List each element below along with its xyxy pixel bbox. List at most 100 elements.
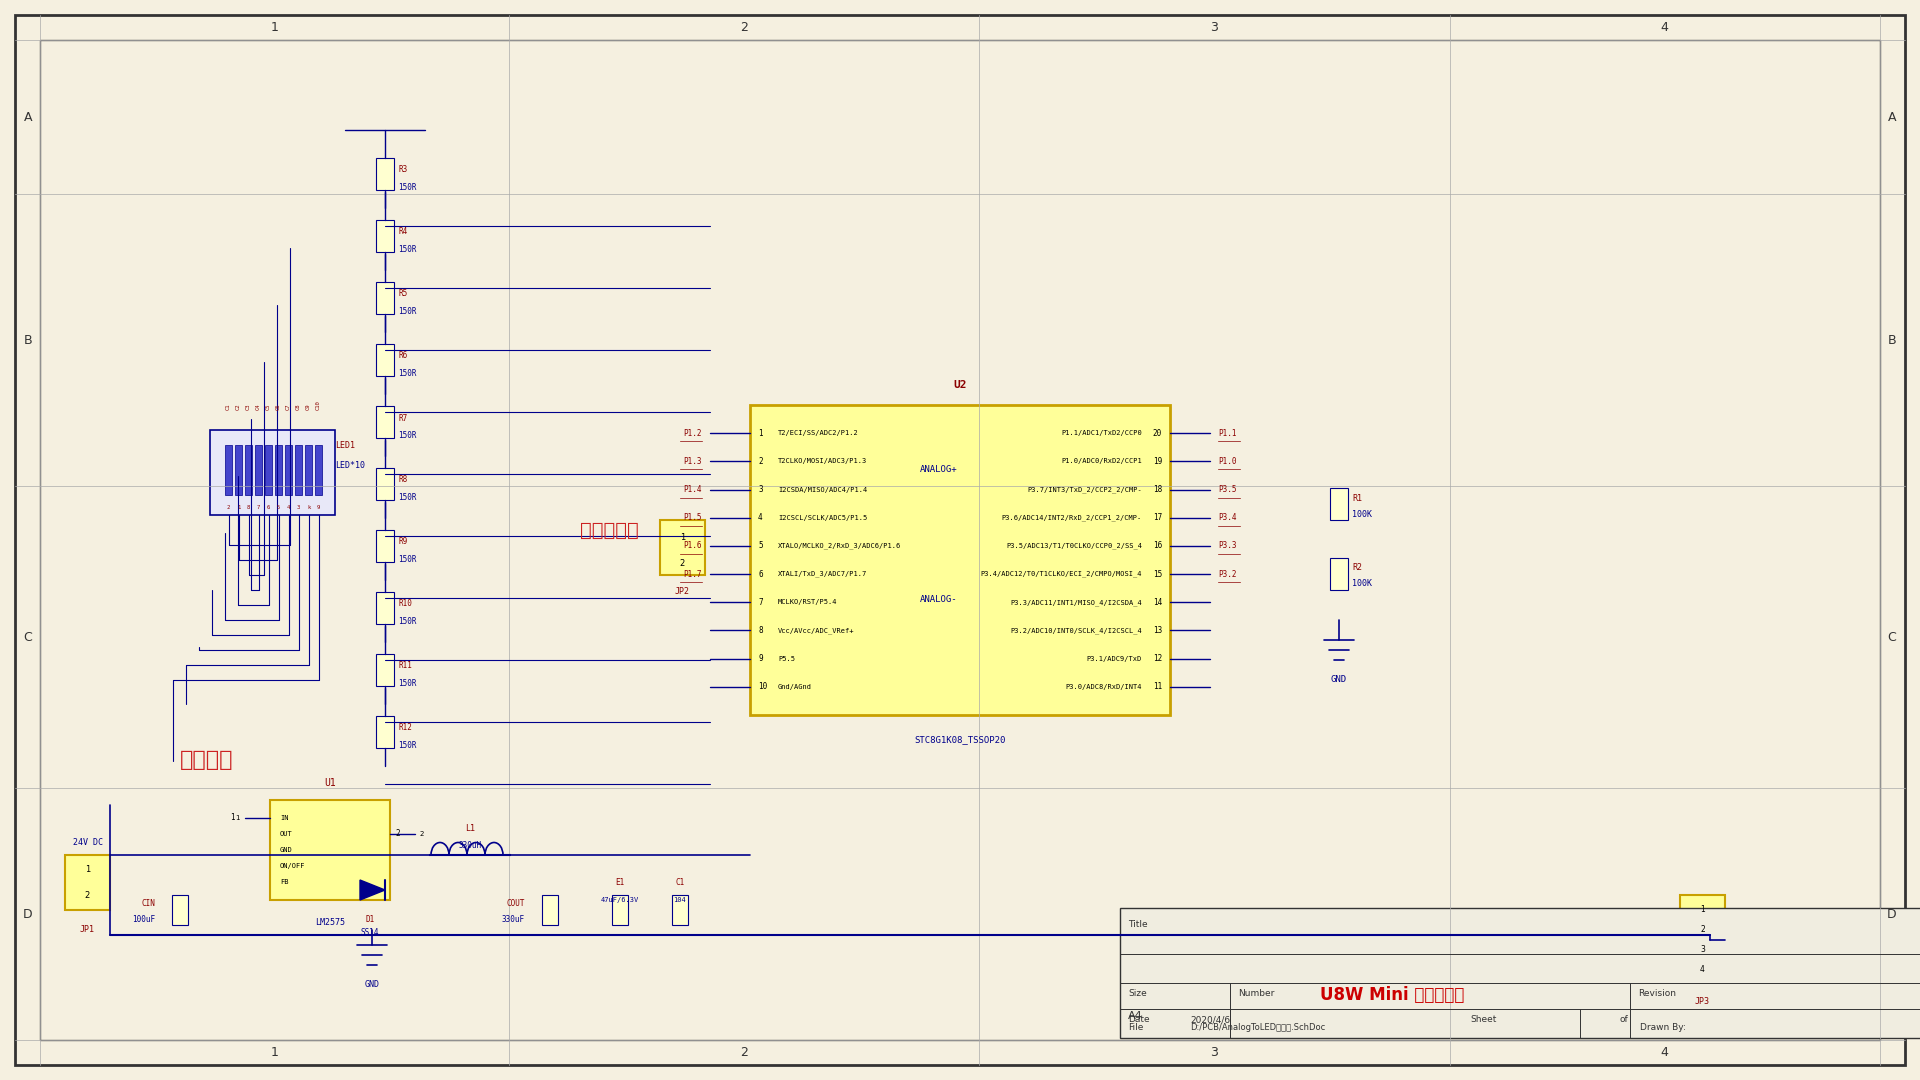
Text: LED*10: LED*10 bbox=[334, 460, 365, 470]
Bar bbox=[672, 895, 687, 924]
Bar bbox=[376, 716, 394, 748]
Text: 5: 5 bbox=[758, 541, 762, 551]
Text: 12: 12 bbox=[1152, 654, 1162, 663]
Text: 1: 1 bbox=[236, 505, 240, 510]
Text: 4: 4 bbox=[1661, 1045, 1668, 1058]
Text: 7: 7 bbox=[257, 505, 259, 510]
Text: 47uF/6.3V: 47uF/6.3V bbox=[601, 897, 639, 903]
Bar bbox=[296, 445, 301, 495]
Text: P1.2: P1.2 bbox=[684, 429, 703, 437]
Text: D:/PCB/AnalogToLED原理图.SchDoc: D:/PCB/AnalogToLED原理图.SchDoc bbox=[1190, 1023, 1325, 1032]
Text: 4: 4 bbox=[1699, 966, 1705, 974]
Text: P3.6/ADC14/INT2/RxD_2/CCP1_2/CMP-: P3.6/ADC14/INT2/RxD_2/CCP1_2/CMP- bbox=[1002, 514, 1142, 521]
Text: 2: 2 bbox=[84, 891, 90, 900]
Text: P1.4: P1.4 bbox=[684, 485, 703, 494]
Text: Sheet: Sheet bbox=[1471, 1015, 1496, 1025]
Bar bbox=[209, 430, 334, 515]
Text: 3: 3 bbox=[758, 485, 762, 494]
Bar bbox=[1119, 908, 1920, 1038]
Text: ANALOG-: ANALOG- bbox=[920, 595, 958, 605]
Text: 17: 17 bbox=[1152, 513, 1162, 523]
Text: A: A bbox=[1887, 111, 1897, 124]
Text: 10: 10 bbox=[758, 683, 768, 691]
Text: 150R: 150R bbox=[397, 617, 417, 625]
Text: P1.1/ADC1/TxD2/CCP0: P1.1/ADC1/TxD2/CCP0 bbox=[1062, 430, 1142, 436]
Text: Vcc/AVcc/ADC_VRef+: Vcc/AVcc/ADC_VRef+ bbox=[778, 627, 854, 634]
Bar bbox=[271, 800, 390, 900]
Text: 150R: 150R bbox=[397, 368, 417, 378]
Text: GND: GND bbox=[280, 847, 292, 853]
Text: COUT: COUT bbox=[507, 899, 524, 907]
Text: R7: R7 bbox=[397, 414, 407, 422]
Text: 100K: 100K bbox=[1352, 580, 1373, 589]
Text: 16: 16 bbox=[1152, 541, 1162, 551]
Text: 3: 3 bbox=[1210, 22, 1219, 35]
Bar bbox=[660, 519, 705, 575]
Text: C9: C9 bbox=[305, 404, 311, 410]
Text: P3.4/ADC12/T0/T1CLKO/ECI_2/CMPO/MOSI_4: P3.4/ADC12/T0/T1CLKO/ECI_2/CMPO/MOSI_4 bbox=[981, 570, 1142, 578]
Text: 2: 2 bbox=[758, 457, 762, 465]
Bar bbox=[376, 345, 394, 376]
Bar bbox=[376, 282, 394, 314]
Text: C7: C7 bbox=[286, 404, 292, 410]
Text: R4: R4 bbox=[397, 228, 407, 237]
Text: D: D bbox=[23, 907, 33, 920]
Text: 2: 2 bbox=[1699, 926, 1705, 934]
Text: P3.2/ADC10/INT0/SCLK_4/I2CSCL_4: P3.2/ADC10/INT0/SCLK_4/I2CSCL_4 bbox=[1010, 627, 1142, 634]
Text: 150R: 150R bbox=[397, 492, 417, 501]
Text: 9: 9 bbox=[317, 505, 321, 510]
Text: JP1: JP1 bbox=[81, 924, 94, 934]
Text: 4: 4 bbox=[1661, 22, 1668, 35]
Text: Title: Title bbox=[1129, 920, 1148, 929]
Bar bbox=[376, 592, 394, 624]
Bar bbox=[376, 220, 394, 252]
Text: 2: 2 bbox=[396, 829, 399, 838]
Text: Number: Number bbox=[1238, 989, 1275, 998]
Bar bbox=[376, 406, 394, 438]
Text: MCLKO/RST/P5.4: MCLKO/RST/P5.4 bbox=[778, 599, 837, 605]
Text: 11: 11 bbox=[1152, 683, 1162, 691]
Text: of: of bbox=[1620, 1015, 1628, 1025]
Text: C5: C5 bbox=[267, 404, 271, 410]
Text: 150R: 150R bbox=[397, 678, 417, 688]
Bar bbox=[376, 654, 394, 686]
Text: 2: 2 bbox=[420, 831, 424, 837]
Text: 3: 3 bbox=[298, 505, 300, 510]
Text: A4: A4 bbox=[1129, 1011, 1142, 1022]
Text: 9: 9 bbox=[758, 654, 762, 663]
Text: R1: R1 bbox=[1352, 494, 1361, 502]
Text: P1.1: P1.1 bbox=[1217, 429, 1236, 437]
Text: 8: 8 bbox=[248, 505, 250, 510]
Text: 3: 3 bbox=[1699, 945, 1705, 955]
Text: JP3: JP3 bbox=[1695, 997, 1711, 1005]
Text: IN: IN bbox=[280, 815, 288, 821]
Text: 6: 6 bbox=[267, 505, 271, 510]
Text: P1.0: P1.0 bbox=[1217, 457, 1236, 465]
Text: 100K: 100K bbox=[1352, 510, 1373, 518]
Text: XTALO/MCLKO_2/RxD_3/ADC6/P1.6: XTALO/MCLKO_2/RxD_3/ADC6/P1.6 bbox=[778, 542, 900, 550]
Text: I2CSDA/MISO/ADC4/P1.4: I2CSDA/MISO/ADC4/P1.4 bbox=[778, 487, 868, 492]
Text: C: C bbox=[1887, 631, 1897, 644]
Text: R12: R12 bbox=[397, 724, 413, 732]
Text: 3: 3 bbox=[1210, 1045, 1219, 1058]
Text: B: B bbox=[1887, 334, 1897, 347]
Text: 150R: 150R bbox=[397, 554, 417, 564]
Bar bbox=[751, 405, 1169, 715]
Text: I2CSCL/SCLK/ADC5/P1.5: I2CSCL/SCLK/ADC5/P1.5 bbox=[778, 515, 868, 521]
Text: P3.3/ADC11/INT1/MISO_4/I2CSDA_4: P3.3/ADC11/INT1/MISO_4/I2CSDA_4 bbox=[1010, 599, 1142, 606]
Text: 20: 20 bbox=[1152, 429, 1162, 437]
Text: 2020/4/6: 2020/4/6 bbox=[1190, 1015, 1231, 1025]
Text: U2: U2 bbox=[952, 380, 968, 390]
Text: 1: 1 bbox=[271, 1045, 278, 1058]
Text: R9: R9 bbox=[397, 538, 407, 546]
Text: R8: R8 bbox=[397, 475, 407, 485]
Text: 4: 4 bbox=[758, 513, 762, 523]
Bar bbox=[1680, 895, 1724, 985]
Text: T2/ECI/SS/ADC2/P1.2: T2/ECI/SS/ADC2/P1.2 bbox=[778, 430, 858, 436]
Bar bbox=[1331, 558, 1348, 590]
Text: 330uF: 330uF bbox=[501, 915, 524, 923]
Text: P1.0/ADC0/RxD2/CCP1: P1.0/ADC0/RxD2/CCP1 bbox=[1062, 458, 1142, 464]
Text: 6: 6 bbox=[758, 569, 762, 579]
Bar bbox=[315, 445, 323, 495]
Text: 降压电路: 降压电路 bbox=[180, 750, 234, 770]
